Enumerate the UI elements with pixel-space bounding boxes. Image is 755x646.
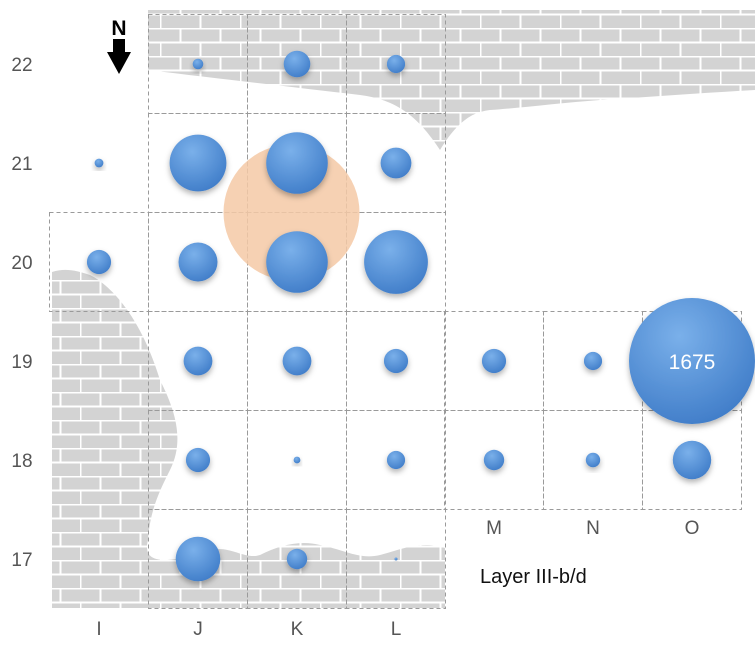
bubble-K21 [266,132,328,194]
y-tick-20: 20 [11,253,32,274]
north-arrow-icon [107,39,131,74]
bubble-J19 [183,346,213,376]
y-tick-21: 21 [11,154,32,175]
x-tick-K: K [291,619,304,640]
bubble-K18 [293,456,301,464]
bubble-J18 [185,447,211,473]
bubble-K20 [266,231,328,293]
bubble-L21 [380,147,412,179]
highlight-circle [223,144,360,281]
tick-labels: 22 21 20 19 18 17 I J K L M N O [11,55,699,640]
bubble-I21 [94,158,104,168]
bubble-N19 [583,351,603,371]
bubble-J21 [169,134,227,192]
bubble-M19 [481,348,507,374]
left-wall [52,269,445,608]
x-tick-L: L [391,619,402,640]
north-label: N [111,17,126,40]
y-tick-19: 19 [11,352,32,373]
x-tick-M: M [486,518,502,539]
bubble-L17 [394,557,398,561]
x-tick-N: N [586,518,600,539]
x-tick-J: J [193,619,203,640]
top-wall [148,10,755,150]
y-tick-17: 17 [11,550,32,571]
x-tick-I: I [96,619,101,640]
highlight-layer [223,144,360,281]
bubble-J20 [178,242,218,282]
bubble-L22 [386,54,406,74]
bubble-K22 [283,50,311,78]
bubble-J22 [192,58,204,70]
x-tick-O: O [685,518,700,539]
bubble-K17 [286,548,308,570]
brick-wall-background [52,10,755,608]
bubble-O19 [629,298,755,424]
layer-label: Layer III-b/d [480,566,587,588]
bubble-L18 [386,450,406,470]
bubble-M18 [483,449,505,471]
bubble-J17 [175,536,221,582]
bubble-L19 [383,348,409,374]
bubble-O18 [672,440,712,480]
bubble-L20 [364,230,428,294]
bubble-value-label: 1675 [669,351,716,374]
bubble-K19 [282,346,312,376]
y-tick-22: 22 [11,55,32,76]
bubbles: 1675 [86,50,755,582]
y-tick-18: 18 [11,451,32,472]
bubble-I20 [86,249,112,275]
north-arrow: N [107,17,131,74]
grid-cell-L17 [346,509,446,609]
bubble-N18 [585,452,601,468]
